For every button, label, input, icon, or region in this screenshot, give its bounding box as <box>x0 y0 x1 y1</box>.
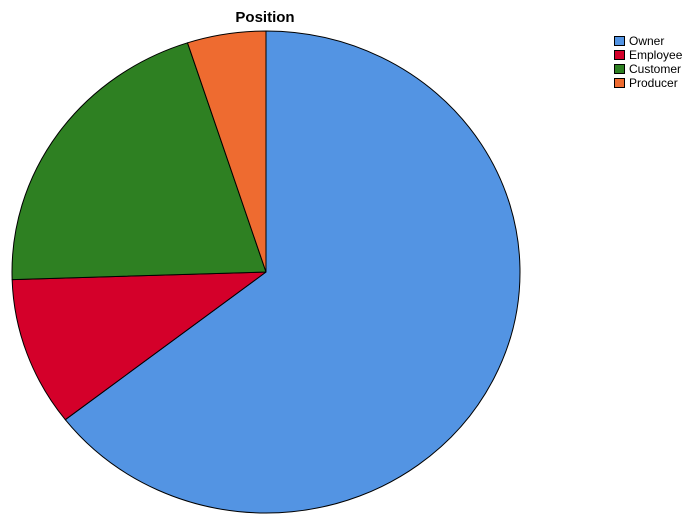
chart-title: Position <box>235 9 295 26</box>
legend-item-employee: Employee <box>614 48 682 62</box>
legend-swatch <box>614 64 625 74</box>
legend-item-owner: Owner <box>614 34 682 48</box>
legend-swatch <box>614 36 625 46</box>
legend-swatch <box>614 78 625 88</box>
pie-slice-customer <box>11 42 267 281</box>
legend-label: Owner <box>629 34 665 48</box>
legend-label: Employee <box>629 48 683 62</box>
legend-item-producer: Producer <box>614 76 682 90</box>
legend-label: Customer <box>629 62 682 76</box>
legend-item-customer: Customer <box>614 62 682 76</box>
legend-label: Producer <box>629 76 678 90</box>
pie-slice-owner <box>64 30 521 514</box>
pie-slice-producer <box>187 30 267 273</box>
pie-slice-employee <box>11 271 267 421</box>
legend-swatch <box>614 50 625 60</box>
legend: Owner Employee Customer Producer <box>614 34 682 90</box>
